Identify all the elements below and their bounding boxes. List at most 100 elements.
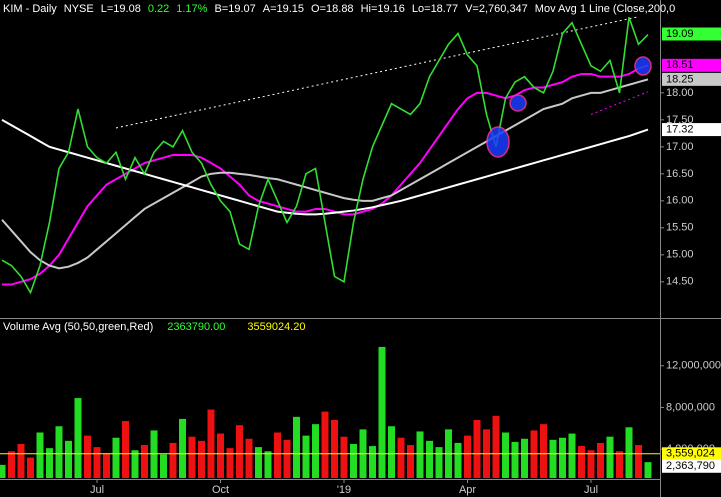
header-item: NYSE [64,3,94,15]
volume-bar [188,436,196,478]
volume-bar [388,426,395,478]
x-tick-label: Jul [584,484,598,496]
volume-bar [473,419,481,478]
volume-bar [549,439,557,478]
moving-average [2,64,649,286]
volume-bar [644,462,652,478]
header-item: O=18.88 [311,3,354,15]
volume-bar [160,454,167,478]
price-tag [662,72,721,86]
volume-bar [464,435,471,478]
volume-tag-label: 2,363,790 [666,460,715,472]
volume-bar [283,439,291,478]
volume-bar [435,447,443,478]
volume-bar [122,421,129,478]
volume-bar [340,436,348,478]
volume-bar [293,416,300,478]
header-item: Mov Avg 1 Line (Close,200,0 [535,3,675,15]
price-tag-label: 19.09 [666,28,694,40]
volume-bar [74,398,82,478]
volume-bar [616,451,623,478]
price-tag [662,58,721,72]
volume-bar [131,450,139,478]
volume-bar [274,432,281,478]
y-tick-label: 16.00 [666,195,694,207]
volume-bar [93,447,101,478]
volume-bar [502,432,509,478]
volume-readout: 3559024.20 [247,321,305,333]
volume-bar [65,440,72,478]
volume-tag [662,459,721,473]
header-item: A=19.15 [263,3,304,15]
header-item: Lo=18.77 [412,3,458,15]
trendline [590,91,649,115]
volume-bar [198,440,205,478]
y-tick-label: 16.50 [666,168,694,180]
price-tag-label: 18.25 [666,73,694,85]
volume-bar [321,411,329,478]
volume-bar [226,448,234,478]
volume-bar [416,431,424,478]
volume-bar [17,443,25,478]
x-tick-label: Apr [459,484,476,496]
x-tick-label: Oct [212,484,229,496]
volume-bar [36,432,44,478]
volume-bar [578,446,585,478]
volume-bar [559,437,566,478]
volume-bar [55,426,63,478]
volume-bar [46,448,53,478]
volume-bar [264,451,272,478]
price-tag-label: 17.32 [666,123,694,135]
volume-tag-label: 3,559,024 [666,448,715,460]
volume-bar [625,427,633,478]
volume-bar [217,433,224,478]
highlight-circle [634,56,652,76]
header-item: 0.22 [148,3,169,15]
x-tick-label: '19 [337,484,351,496]
header-item: Hi=19.16 [361,3,405,15]
volume-bar [302,435,310,478]
volume-bar [492,415,500,478]
y-tick-label: 15.00 [666,249,694,261]
volume-bar [426,440,433,478]
y-tick-label: 12,000,000 [666,360,721,372]
volume-bar [236,425,243,478]
volume-bar [378,346,386,478]
annotations [486,56,652,158]
volume-bar [407,445,414,478]
volume-title: Volume Avg (50,50,green,Red) [3,321,153,333]
volume-bar [540,424,547,478]
price-tag [662,27,721,41]
volume-bar [635,445,642,478]
price-line [1,17,649,295]
volume-tag [662,447,721,461]
volume-bar [369,446,376,478]
moving-average [1,118,649,216]
price-tag-label: 18.51 [666,59,694,71]
y-tick-label: 14.50 [666,276,694,288]
volume-bar [597,442,604,478]
volume-bar [84,435,91,478]
volume-bar [8,451,15,478]
volume-bar [255,447,262,478]
volume-bar [511,441,519,478]
volume-bar [245,438,253,478]
volume-bar [0,464,6,478]
y-tick-label: 18.00 [666,87,694,99]
volume-bar [397,437,405,478]
header-item: L=19.08 [101,3,141,15]
volume-bar [141,445,148,478]
y-tick-label: 17.50 [666,114,694,126]
trendline [115,16,639,129]
x-tick-label: Jul [90,484,104,496]
highlight-circle [509,94,527,112]
header-item: KIM - Daily [3,3,57,15]
volume-bar [312,424,319,478]
volume-bar [179,418,186,478]
volume-bar [27,457,34,478]
volume-readout: 2363790.00 [167,321,225,333]
volume-bar [350,443,357,478]
volume-bar [587,450,595,478]
